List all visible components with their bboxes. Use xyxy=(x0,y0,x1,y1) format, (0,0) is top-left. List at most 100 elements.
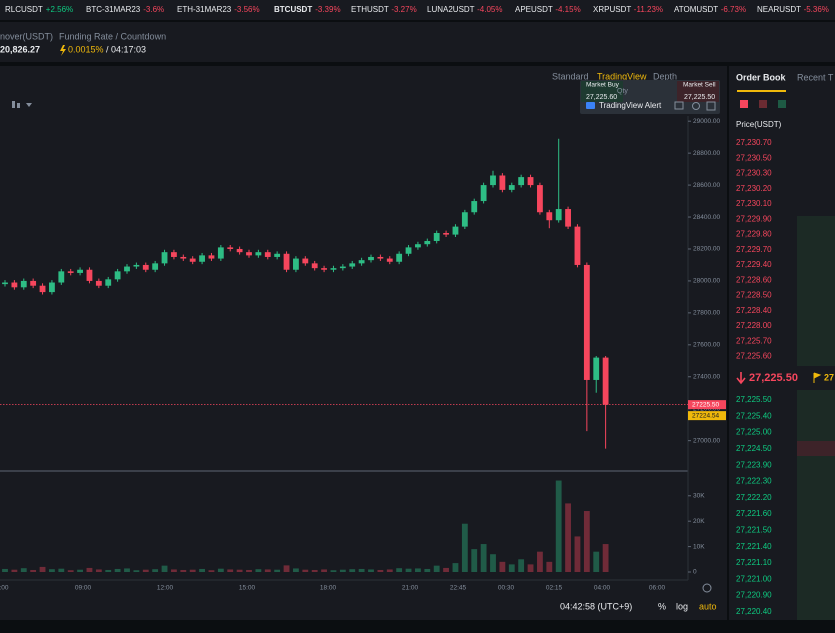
alert-label[interactable]: TradingView Alert xyxy=(599,101,662,110)
volume-bar xyxy=(114,568,121,572)
ticker: RLCUSDT +2.56% BTC-31MAR23 -3.6% ETH-31MAR23… xyxy=(5,5,829,14)
y-tick-label: 28400.00 xyxy=(693,214,720,221)
ask-price: 27,225.70 xyxy=(736,336,772,345)
mark-price-label: 27224.54 xyxy=(692,412,719,419)
tab-depth[interactable]: Depth xyxy=(653,71,677,81)
ticker-change: -3.6% xyxy=(143,5,164,14)
volume-bar xyxy=(255,569,262,572)
ticker-item[interactable]: LUNA2USDT -4.05% xyxy=(427,5,502,14)
mark-price-tag xyxy=(688,411,726,421)
indicator-icon[interactable] xyxy=(12,101,15,108)
volume-bar xyxy=(518,559,525,572)
x-tick-label: 09:00 xyxy=(75,585,92,592)
gear-icon[interactable] xyxy=(692,102,700,110)
candle-body xyxy=(537,185,543,213)
ticker-change: +2.56% xyxy=(46,5,73,14)
y-tick-label: 27000.00 xyxy=(693,437,720,444)
candle-body xyxy=(321,268,327,270)
bolt-icon xyxy=(60,45,66,56)
chart-panel xyxy=(0,66,727,620)
ticker-item[interactable]: NEARUSDT -5.36% xyxy=(757,5,829,14)
order-book-tab[interactable]: Order Book xyxy=(736,72,787,82)
volume-bar xyxy=(161,565,168,572)
candle-body xyxy=(461,212,468,227)
candle-body xyxy=(208,255,215,259)
candle-body xyxy=(67,271,74,273)
funding-rate: 0.0015% xyxy=(68,44,104,54)
candle-body xyxy=(602,357,609,405)
tab-tradingview[interactable]: TradingView xyxy=(597,71,647,81)
volume-bar xyxy=(377,569,384,572)
ticker-item[interactable]: XRPUSDT -11.23% xyxy=(593,5,663,14)
volume-bar xyxy=(321,569,327,572)
volume-bar xyxy=(546,561,553,572)
settings-icon[interactable] xyxy=(702,583,712,593)
log-toggle[interactable]: log xyxy=(676,601,688,611)
ticker-item[interactable]: ATOMUSDT -6.73% xyxy=(674,5,746,14)
candle-body xyxy=(105,279,112,286)
buy-button[interactable] xyxy=(581,81,623,102)
sell-button[interactable] xyxy=(677,81,719,102)
bid-price: 27,221.50 xyxy=(736,526,772,535)
ticker-symbol: APEUSDT xyxy=(515,5,553,14)
y-tick-label: 28600.00 xyxy=(693,182,720,189)
ticker-item[interactable]: APEUSDT -4.15% xyxy=(515,5,581,14)
dropdown-icon[interactable] xyxy=(26,103,32,107)
auto-toggle[interactable]: auto xyxy=(699,601,717,611)
ticker-item[interactable]: ETHUSDT -3.27% xyxy=(351,5,417,14)
tab-standard[interactable]: Standard xyxy=(552,71,589,81)
candle-body xyxy=(405,247,412,254)
bid-price: 27,225.50 xyxy=(736,395,772,404)
x-tick-label: 06:00 xyxy=(649,585,666,592)
ask-price: 27,229.70 xyxy=(736,245,772,254)
ticker-item[interactable]: ETH-31MAR23 -3.56% xyxy=(177,5,260,14)
candle-body xyxy=(49,282,55,293)
ticker-symbol: NEARUSDT xyxy=(757,5,801,14)
ticker-item[interactable]: BTC-31MAR23 -3.6% xyxy=(86,5,164,14)
candle-body xyxy=(583,264,590,380)
ticker-item[interactable]: BTCUSDT -3.39% xyxy=(274,5,341,14)
view-icon[interactable] xyxy=(778,100,786,108)
buy-price: 27,225.60 xyxy=(586,94,617,101)
fullscreen-icon[interactable] xyxy=(706,101,716,111)
candle-body xyxy=(565,209,571,227)
sell-price: 27,225.50 xyxy=(684,94,715,101)
volume-bar xyxy=(574,536,581,572)
last-price-label: 27225.50 xyxy=(692,401,719,408)
ticker-change: -11.23% xyxy=(634,5,663,14)
volume-bar xyxy=(208,570,215,572)
candle-body xyxy=(546,212,553,221)
camera-icon[interactable] xyxy=(674,101,684,110)
candle-body xyxy=(499,175,506,190)
ticker-symbol: XRPUSDT xyxy=(593,5,631,14)
ticker-change: -4.05% xyxy=(477,5,502,14)
view-icon[interactable] xyxy=(740,100,748,108)
alert-icon[interactable] xyxy=(586,102,595,109)
price-header: Price(USDT) xyxy=(736,120,782,129)
volume-bar xyxy=(199,568,205,572)
volume-bar xyxy=(405,568,412,572)
volume-bar xyxy=(358,568,365,572)
ask-price: 27,228.60 xyxy=(736,275,772,284)
indicator-icon[interactable] xyxy=(17,103,20,108)
volume-bar xyxy=(86,567,93,572)
mark-price: 27 xyxy=(824,372,834,382)
ticker-item[interactable]: RLCUSDT +2.56% xyxy=(5,5,73,14)
volume-bar xyxy=(30,569,37,572)
candle-body xyxy=(339,266,346,269)
candle-body xyxy=(264,252,271,257)
recent-trades-tab[interactable]: Recent T xyxy=(797,72,834,82)
ask-price: 27,229.40 xyxy=(736,260,772,269)
volume-bar xyxy=(443,567,449,572)
volume-bar xyxy=(583,511,590,572)
candle-body xyxy=(433,233,440,241)
candle-body xyxy=(274,253,281,257)
volume-bar xyxy=(490,554,496,572)
volume-bar xyxy=(283,565,290,572)
view-icon[interactable] xyxy=(759,100,767,108)
x-tick-label: 02:15 xyxy=(546,585,563,592)
volume-bar xyxy=(433,565,440,572)
depth-shade xyxy=(797,216,835,366)
percent-toggle[interactable]: % xyxy=(658,601,666,611)
countdown: / 04:17:03 xyxy=(106,44,146,54)
